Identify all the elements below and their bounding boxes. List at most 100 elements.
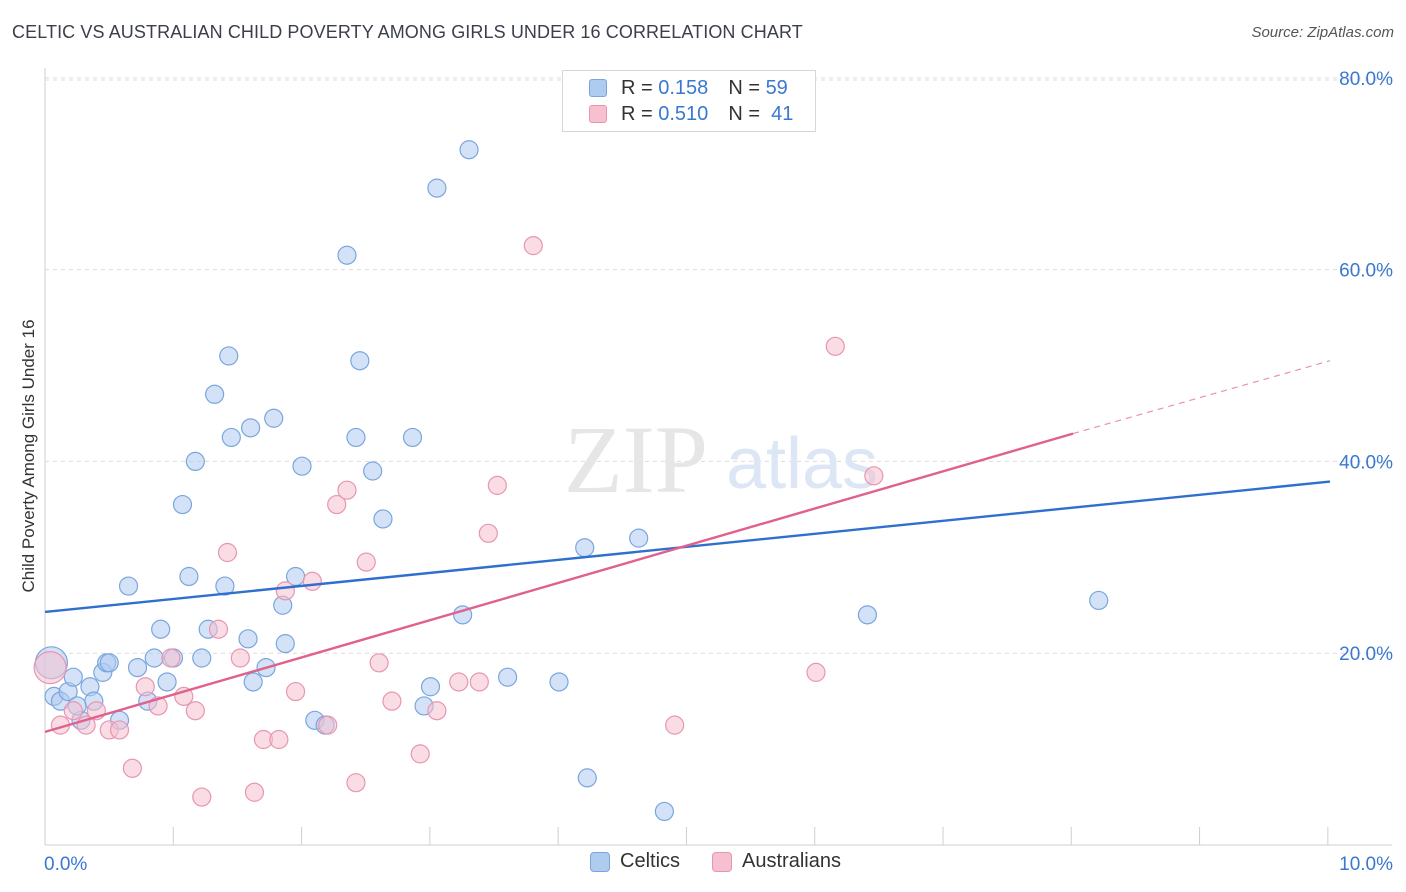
- celtics-point: [575, 538, 595, 558]
- legend-item-australians: Australians: [712, 850, 841, 873]
- celtics-point: [292, 456, 312, 476]
- legend-row-celtics: R = 0.158 N = 59: [589, 76, 788, 100]
- celtics-point: [219, 346, 239, 366]
- celtics-point: [118, 576, 139, 596]
- celtics-point: [264, 408, 284, 428]
- celtics-point: [1089, 590, 1109, 611]
- australians-point: [665, 715, 685, 735]
- australians-trend-extension: [1072, 360, 1331, 435]
- celtics-point: [337, 245, 357, 265]
- celtics-point: [185, 451, 205, 472]
- y-tick-label: 60.0%: [1339, 261, 1393, 282]
- australians-swatch: [589, 105, 607, 123]
- celtics-point: [99, 653, 119, 673]
- celtics-point: [402, 427, 423, 448]
- source-credit: Source: ZipAtlas.com: [1251, 24, 1394, 41]
- grid-lines: [45, 77, 1392, 654]
- australians-point: [478, 523, 498, 543]
- australians-point: [327, 494, 347, 515]
- y-axis-label: Child Poverty Among Girls Under 16: [19, 319, 38, 592]
- chart-title: CELTIC VS AUSTRALIAN CHILD POVERTY AMONG…: [12, 22, 803, 42]
- australians-point: [122, 758, 142, 778]
- celtics-point: [192, 648, 212, 668]
- data-points: [33, 140, 1109, 822]
- tick-labels: 20.0% 40.0% 60.0% 80.0% 0.0% 10.0%: [44, 69, 1393, 875]
- australians-point: [346, 773, 366, 793]
- celtics-legend-swatch: [590, 851, 610, 872]
- australians-r-value: 0.510: [658, 102, 709, 125]
- australians-point: [161, 648, 181, 668]
- celtics-point: [459, 140, 479, 160]
- australians-legend-label: Australians: [742, 850, 841, 872]
- australians-point: [864, 466, 884, 486]
- celtics-point: [346, 427, 366, 448]
- celtics-point: [144, 648, 164, 668]
- australians-r-label: R =: [621, 102, 653, 125]
- australians-point: [825, 336, 845, 356]
- watermark-zip: ZIP: [564, 406, 708, 513]
- trend-lines: [44, 360, 1331, 733]
- celtics-point: [215, 576, 235, 596]
- celtics-point: [549, 672, 569, 692]
- y-tick-label: 80.0%: [1339, 69, 1393, 90]
- celtics-swatch: [589, 79, 607, 97]
- celtics-point: [629, 528, 649, 548]
- australians-point: [302, 571, 322, 591]
- correlation-legend: R = 0.158 N = 59 R = 0.510 N = 41: [562, 70, 816, 132]
- australians-point: [230, 648, 250, 668]
- celtics-point: [373, 509, 393, 529]
- celtics-point: [420, 677, 441, 697]
- celtics-n-value: 59: [765, 76, 788, 99]
- celtics-point: [221, 427, 241, 448]
- australians-point: [275, 581, 295, 601]
- australians-trend-line: [44, 432, 1074, 733]
- celtics-point: [654, 801, 674, 822]
- australians-point: [109, 720, 130, 740]
- australians-point: [369, 653, 389, 673]
- australians-point: [269, 729, 289, 750]
- australians-point: [192, 787, 212, 807]
- australians-point: [523, 236, 543, 256]
- celtics-point: [275, 634, 295, 654]
- celtics-point: [172, 494, 193, 515]
- celtics-point: [427, 178, 447, 198]
- series-legend: Celtics Australians: [590, 850, 873, 873]
- celtics-point: [350, 351, 370, 371]
- australians-point: [285, 681, 306, 702]
- australians-point: [469, 672, 489, 692]
- celtics-n-label: N =: [728, 76, 760, 99]
- australians-point: [208, 619, 229, 639]
- australians-point: [63, 701, 83, 721]
- australians-point: [337, 480, 357, 500]
- celtics-point: [127, 657, 148, 678]
- australians-point: [185, 701, 205, 721]
- celtics-point: [363, 461, 383, 481]
- australians-point: [356, 552, 376, 572]
- celtics-r-value: 0.158: [658, 76, 709, 99]
- celtics-point: [151, 619, 171, 639]
- celtics-point: [205, 384, 225, 404]
- celtics-point: [63, 667, 83, 687]
- australians-point: [410, 744, 430, 764]
- celtics-legend-label: Celtics: [620, 850, 681, 872]
- australians-point: [806, 662, 826, 682]
- watermark-atlas: atlas: [726, 424, 878, 504]
- celtics-r-label: R =: [621, 76, 653, 99]
- australians-point: [449, 672, 469, 692]
- australians-point: [427, 701, 447, 721]
- australians-point: [217, 542, 238, 563]
- australians-point: [135, 677, 155, 697]
- celtics-point: [243, 672, 263, 692]
- legend-item-celtics: Celtics: [590, 850, 680, 873]
- y-tick-label: 20.0%: [1339, 644, 1393, 665]
- australians-legend-swatch: [712, 851, 733, 872]
- y-tick-label: 40.0%: [1339, 452, 1393, 473]
- celtics-point: [157, 672, 177, 692]
- celtics-point: [857, 605, 878, 625]
- australians-point: [33, 650, 67, 685]
- celtics-point: [238, 629, 258, 649]
- x-tick-label-max: 10.0%: [1339, 854, 1393, 875]
- axes: [44, 68, 1392, 846]
- australians-point: [382, 691, 402, 711]
